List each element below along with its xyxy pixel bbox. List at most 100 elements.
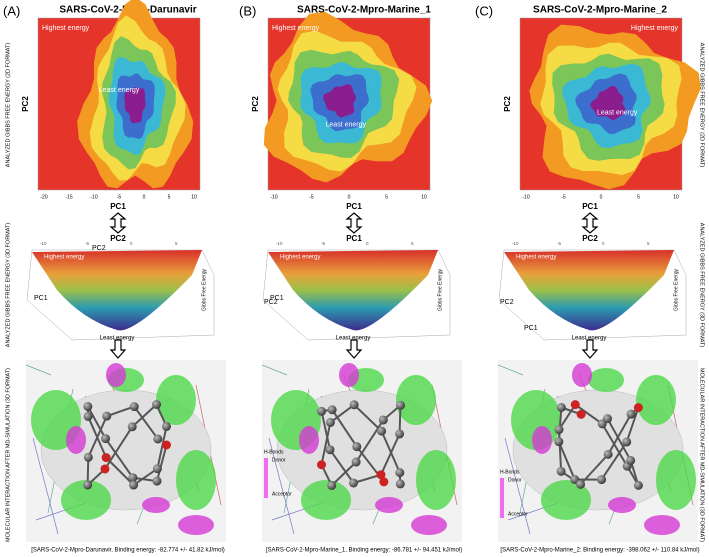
surface-highest-label: Highest energy [280,255,320,261]
surface-pc1-label: PC1 [34,295,48,302]
y-axis-label: PC2 [21,96,30,112]
x-tick-label: 5 [168,194,171,200]
atom [395,429,405,439]
bond [133,405,159,440]
contour-level [124,87,146,124]
atom [377,426,387,436]
atom [626,455,636,465]
atom [317,406,327,416]
bond [132,467,158,486]
polar-patch [532,426,552,454]
atom [152,464,162,474]
bond [329,403,355,424]
panel-letter: (C) [475,3,493,18]
side-label: MOLECULAR INTERACTION AFTER MD-SIMULATIO… [699,368,705,542]
surface-box [26,249,215,341]
z-axis-label: Gibbs Free Energy [201,269,207,311]
polar-patch [608,497,636,513]
atom [395,400,405,410]
energy-surface [32,250,202,331]
legend-entry: H-Bonds [500,469,520,475]
atom [626,409,636,419]
between-label: PC2 [582,234,598,243]
energy-surface [268,250,438,331]
down-arrow [345,339,363,359]
surface-pc1-label: PC1 [524,325,538,332]
atom [597,475,607,485]
surface-tick: -10 [40,241,47,246]
atom [152,400,162,410]
energy-surface [504,250,674,331]
surface-least-label: Least energy [336,336,371,342]
hydrophobic-patch [636,375,676,425]
bond [86,457,90,485]
atom [352,442,362,452]
atom [576,409,586,419]
legend-entry: Acceptor [508,511,528,517]
legend-gradient [264,458,268,498]
side-label: ANALYZED GIBBS FREE ENERGY (3D FORMAT) [699,223,705,348]
surface-tick: 5 [647,241,650,246]
polar-patch [411,515,447,535]
atom [576,479,586,489]
legend-entry: Donor [508,477,522,483]
least-energy-label: Least energy [326,121,367,128]
atom [395,468,405,478]
bond [558,404,577,431]
surface-box [262,249,451,341]
surface-least-label: Least energy [100,336,135,342]
atom [127,422,137,432]
side-label: ANALYZED GIBBS FREE ENERGY (3D FORMAT) [5,223,11,348]
atom [327,480,337,490]
polar-patch [106,363,126,387]
panel-letter: (A) [3,3,20,18]
bond [353,404,383,432]
caption: [SARS-CoV-2-Mpro-Marine_1, Binding energ… [266,548,462,554]
x-tick-label: 10 [673,194,679,200]
polar-patch [375,497,403,513]
hydrophobic-patch [176,450,216,510]
atom [395,479,405,489]
bond [87,415,108,458]
surface-tick: 0 [602,241,605,246]
surface-tick: 5 [175,241,178,246]
atom [317,460,327,470]
bond [131,403,158,428]
surface-pc2-label: PC2 [264,299,278,306]
highest-energy-label: Highest energy [42,25,90,32]
bond [104,426,134,470]
x-tick-label: 5 [385,194,388,200]
bond [105,456,135,486]
bond [355,419,385,463]
atom [128,473,138,483]
caption: [SARS-CoV-2-Mpro-Marine_2: Binding energ… [500,548,699,554]
legend-entry: H-Bonds [264,449,284,455]
bond [380,433,401,476]
double-arrow [109,212,127,234]
bond [86,405,107,440]
x-tick-label: -20 [40,194,47,200]
polar-patch [572,363,592,387]
atom [327,405,337,415]
caption: [SARS-CoV-2-Mpro-Darunavir, Binding ener… [31,548,225,554]
surface-tick: -10 [276,241,283,246]
atom [633,403,643,413]
bond [600,441,628,481]
atom [129,402,139,412]
panel-title: SARS-CoV-2-Mpro-Marine_1 [297,5,431,16]
polar-patch [299,426,319,454]
surface-highest-label: Highest energy [516,255,556,261]
atom [101,434,111,444]
atom [162,440,171,450]
bond [574,403,603,425]
down-arrow [109,339,127,359]
atom [83,480,93,490]
x-axis-label: PC1 [110,202,126,211]
side-label: MOLECULAR INTERACTION AFTER MD-SIMULATIO… [5,368,11,542]
hydrophobic-patch [588,368,624,392]
hydrophobic-patch [61,480,111,520]
polar-patch [644,515,680,535]
panel-title: SARS-CoV-2-Mpro-Marine_2 [533,5,667,16]
down-arrow [581,339,599,359]
bond [625,407,640,443]
